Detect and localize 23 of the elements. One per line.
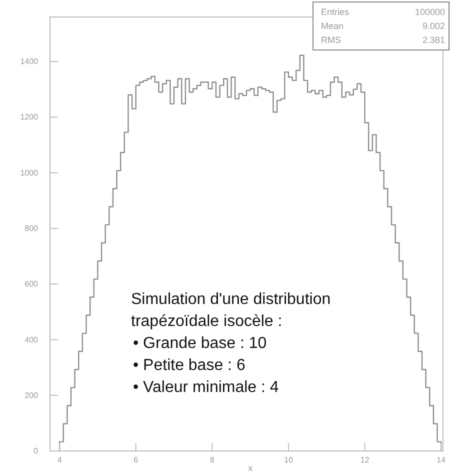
text: Mean 9.002 — [321, 21, 445, 31]
text: Entries 100000 — [321, 7, 445, 17]
x-tick-label: 6 — [134, 456, 139, 465]
y-tick-label: 0 — [34, 446, 39, 456]
annotation: Simulation d'une distribution — [131, 291, 331, 308]
y-tick-label: 600 — [24, 280, 39, 289]
y-tick-label: 200 — [24, 390, 39, 400]
y-tick-label: 800 — [24, 224, 39, 233]
annotation: • Valeur minimale : 4 — [133, 379, 279, 396]
y-tick-label: 1400 — [20, 57, 39, 66]
x-tick-label: 4 — [57, 456, 62, 465]
x-axis-title: x — [248, 463, 254, 473]
annotation: • Petite base : 6 — [133, 357, 246, 374]
x-tick-label: 8 — [210, 456, 215, 465]
x-tick-label: 14 — [436, 456, 446, 465]
y-tick-label: 400 — [24, 335, 39, 344]
annotation: trapézoïdale isocèle : — [131, 313, 282, 330]
x-tick-label: 10 — [284, 456, 294, 465]
x-tick-label: 12 — [360, 456, 370, 465]
annotation: • Grande base : 10 — [133, 335, 267, 352]
y-tick-label: 1000 — [20, 168, 39, 178]
y-tick-label: 1200 — [20, 112, 39, 122]
text: RMS 2.381 — [321, 35, 445, 45]
